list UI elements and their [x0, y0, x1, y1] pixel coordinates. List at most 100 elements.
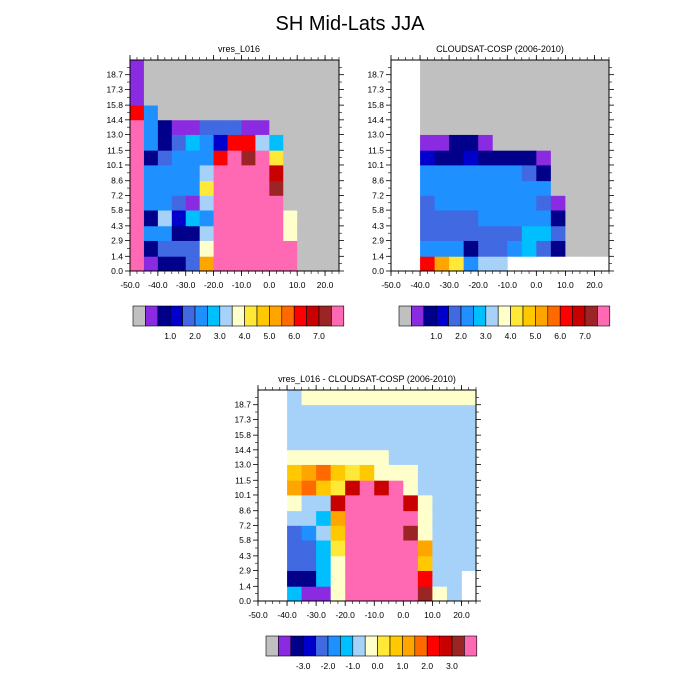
heatmap-cell [381, 570, 390, 587]
heatmap-cell [396, 570, 404, 587]
heatmap-cell [213, 256, 221, 272]
heatmap-cell [463, 119, 472, 135]
heatmap-cell [461, 510, 470, 526]
heatmap-cell [262, 225, 270, 241]
heatmap-cell [446, 404, 455, 420]
x-tick-label: -50.0 [381, 280, 401, 290]
heatmap-cell [192, 134, 201, 151]
heatmap-cell [456, 150, 465, 166]
heatmap-cell [572, 180, 581, 196]
heatmap-cell [301, 586, 310, 602]
heatmap-cell [157, 225, 166, 241]
heatmap-cell [150, 150, 159, 166]
heatmap-cell [439, 525, 448, 541]
heatmap-cell [543, 134, 552, 151]
colorbar-box [522, 305, 536, 327]
heatmap-cell [241, 105, 249, 121]
heatmap-cell [199, 164, 208, 182]
heatmap-cell [420, 180, 428, 196]
heatmap-cell [514, 180, 523, 196]
heatmap-cell [192, 119, 201, 135]
heatmap-cell [164, 89, 173, 106]
heatmap-cell [325, 150, 333, 166]
heatmap-cell [558, 74, 566, 90]
heatmap-cell [396, 586, 404, 602]
heatmap-cell [308, 525, 317, 541]
heatmap-cell [543, 210, 552, 227]
heatmap-cell [276, 60, 284, 76]
heatmap-cell [587, 74, 595, 90]
heatmap-cell [427, 225, 435, 241]
heatmap-cell [396, 480, 404, 496]
heatmap-cell [420, 89, 428, 106]
heatmap-cell [287, 390, 295, 406]
heatmap-cell [439, 570, 448, 587]
heatmap-cell [456, 60, 465, 76]
heatmap-cell [374, 449, 382, 465]
heatmap-cell [290, 89, 298, 106]
heatmap-cell [318, 180, 326, 196]
heatmap-cell [396, 390, 404, 406]
heatmap-cell [143, 240, 152, 257]
heatmap-cell [579, 105, 588, 121]
colorbar-label: 2.0 [455, 331, 467, 341]
heatmap-cell [276, 119, 284, 135]
colorbar-box [439, 635, 453, 657]
y-tick-label: 10.1 [234, 490, 251, 500]
heatmap-cell [403, 555, 411, 571]
heatmap-cell [587, 240, 595, 257]
heatmap-cell [463, 210, 472, 227]
colorbar-label: 3.0 [214, 331, 226, 341]
heatmap-cell [434, 89, 443, 106]
heatmap-cell [439, 435, 448, 451]
heatmap-cell [294, 419, 302, 436]
heatmap-cell [601, 60, 610, 76]
y-tick-label: 5.8 [239, 535, 251, 545]
heatmap-cell [485, 256, 494, 272]
heatmap-cell [304, 195, 312, 211]
heatmap-cell [514, 164, 523, 182]
heatmap-cell [199, 180, 208, 196]
heatmap-cell [434, 164, 443, 182]
heatmap-cell [206, 105, 214, 121]
heatmap-cell [558, 150, 566, 166]
heatmap-cell [410, 480, 419, 496]
heatmap-cell [521, 74, 530, 90]
heatmap-cell [283, 74, 291, 90]
heatmap-cell [359, 510, 368, 526]
heatmap-cell [352, 435, 361, 451]
heatmap-cell [178, 210, 187, 227]
heatmap-cell [345, 570, 353, 587]
heatmap-cell [330, 404, 339, 420]
heatmap-cell [143, 225, 152, 241]
heatmap-cell [323, 570, 332, 587]
heatmap-cell [345, 390, 353, 406]
colorbar-box [132, 305, 146, 327]
heatmap-cell [410, 586, 419, 602]
heatmap-cell [136, 105, 145, 121]
heatmap-cell [367, 494, 375, 512]
y-tick-label: 2.9 [372, 236, 384, 246]
heatmap-cell [178, 60, 187, 76]
heatmap-cell [521, 60, 530, 76]
heatmap-cell [403, 464, 411, 481]
heatmap-cell [514, 60, 523, 76]
heatmap-cell [374, 525, 382, 541]
heatmap-cell [456, 256, 465, 272]
heatmap-cell [199, 150, 208, 166]
heatmap-cell [529, 74, 537, 90]
heatmap-cell [325, 89, 333, 106]
heatmap-cell [301, 510, 310, 526]
heatmap-cell [199, 225, 208, 241]
heatmap-cell [332, 74, 340, 90]
heatmap-cell [432, 555, 441, 571]
heatmap-cell [410, 435, 419, 451]
heatmap-cell [420, 74, 428, 90]
heatmap-cell [456, 74, 465, 90]
heatmap-cell [290, 105, 298, 121]
heatmap-cell [185, 150, 194, 166]
heatmap-cell [290, 195, 298, 211]
heatmap-cell [297, 150, 305, 166]
heatmap-cell [536, 60, 544, 76]
heatmap-cell [425, 510, 433, 526]
